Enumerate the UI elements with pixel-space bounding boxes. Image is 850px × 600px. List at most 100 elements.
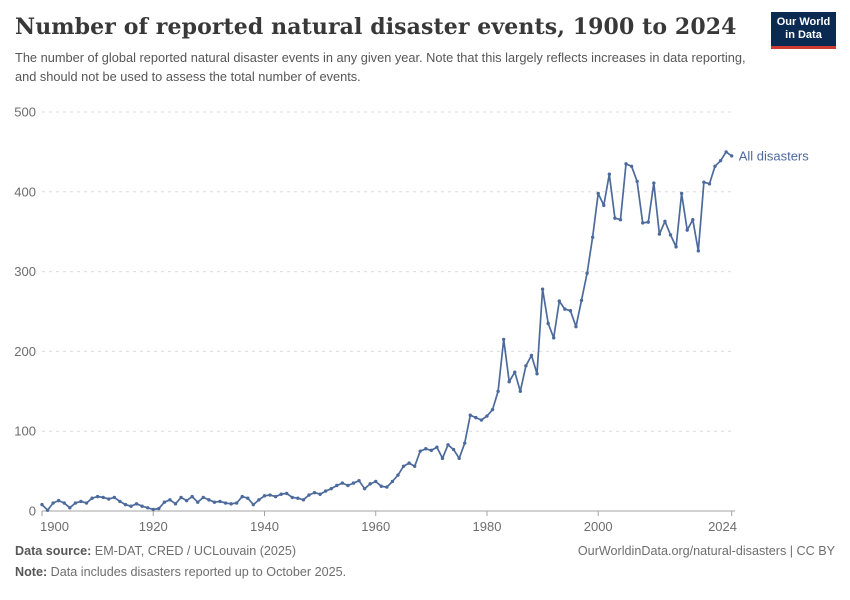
- data-point: [290, 495, 294, 500]
- data-line-all-disasters: [41, 151, 733, 512]
- data-point: [641, 221, 645, 225]
- data-point: [668, 233, 673, 237]
- x-tick-label: 1940: [250, 519, 279, 534]
- data-point: [273, 494, 278, 499]
- data-point: [351, 481, 356, 485]
- data-point: [112, 495, 117, 500]
- data-point: [173, 502, 178, 506]
- x-tick-label: 1920: [139, 519, 168, 534]
- data-point: [262, 494, 267, 498]
- data-point: [207, 498, 211, 502]
- data-point: [496, 389, 500, 393]
- data-point: [702, 180, 706, 184]
- data-point: [513, 370, 517, 374]
- x-tick-label: 2000: [584, 519, 613, 534]
- data-point: [390, 479, 395, 484]
- data-point: [129, 504, 133, 508]
- data-point: [374, 479, 378, 484]
- data-point: [524, 364, 528, 368]
- data-point: [90, 496, 94, 500]
- data-point: [123, 502, 128, 507]
- data-point: [646, 220, 650, 224]
- data-point: [240, 494, 244, 499]
- data-point: [490, 407, 495, 412]
- data-point: [691, 218, 695, 222]
- data-point: [68, 506, 72, 510]
- data-point: [234, 501, 239, 505]
- data-point: [607, 172, 612, 176]
- data-point: [663, 219, 667, 224]
- data-point: [424, 447, 428, 451]
- x-tick-label: 1900: [40, 519, 69, 534]
- data-point: [307, 493, 311, 497]
- data-point: [196, 500, 200, 504]
- data-point: [730, 154, 734, 158]
- data-point: [45, 508, 50, 512]
- owid-logo-line1: Our World: [776, 16, 831, 29]
- data-point: [73, 501, 78, 505]
- data-point: [251, 502, 256, 507]
- data-point: [201, 495, 206, 500]
- data-point: [529, 353, 534, 358]
- data-point: [440, 456, 445, 461]
- data-point: [590, 235, 595, 239]
- series-label: All disasters: [739, 148, 810, 163]
- data-point: [168, 498, 172, 502]
- data-point: [713, 164, 717, 168]
- data-point: [685, 228, 689, 232]
- data-source-line: Data source: EM-DAT, CRED / UCLouvain (2…: [15, 544, 835, 558]
- data-point: [446, 443, 450, 447]
- data-point: [368, 482, 372, 486]
- data-point: [56, 498, 61, 503]
- data-point: [145, 506, 150, 510]
- chart-footer: Data source: EM-DAT, CRED / UCLouvain (2…: [15, 544, 835, 586]
- data-point: [485, 414, 489, 418]
- data-point: [79, 499, 83, 504]
- data-point: [223, 501, 228, 505]
- data-point: [602, 203, 606, 208]
- data-point: [312, 490, 317, 495]
- data-point: [635, 179, 639, 184]
- x-tick-label: 2024: [708, 519, 737, 534]
- data-point: [652, 181, 656, 185]
- data-source-label: Data source:: [15, 544, 92, 558]
- owid-logo[interactable]: Our World in Data: [771, 12, 836, 49]
- data-point: [540, 287, 545, 291]
- data-point: [479, 418, 484, 422]
- data-point: [40, 502, 44, 507]
- data-point: [218, 499, 222, 504]
- data-point: [468, 413, 472, 417]
- data-point: [396, 473, 400, 477]
- data-point: [407, 461, 411, 465]
- data-point: [301, 498, 306, 502]
- y-tick-label: 400: [14, 184, 36, 199]
- data-point: [629, 164, 634, 168]
- data-point: [574, 324, 578, 329]
- data-point: [296, 496, 300, 500]
- data-point: [279, 492, 283, 496]
- data-point: [674, 245, 678, 249]
- y-tick-label: 100: [14, 424, 36, 439]
- data-point: [340, 481, 345, 485]
- owid-license-link[interactable]: OurWorldinData.org/natural-disasters | C…: [577, 544, 835, 558]
- data-point: [557, 299, 561, 303]
- data-point: [412, 464, 417, 469]
- data-point: [679, 191, 684, 196]
- data-point: [618, 218, 623, 222]
- data-point: [84, 501, 89, 505]
- data-point: [246, 496, 250, 500]
- data-point: [696, 249, 701, 253]
- data-point: [418, 449, 422, 453]
- data-point: [179, 495, 183, 500]
- data-point: [379, 484, 383, 488]
- data-point: [101, 495, 105, 500]
- data-point: [151, 507, 155, 512]
- note-line: Note: Data includes disasters reported u…: [15, 565, 835, 579]
- data-point: [429, 448, 434, 453]
- data-point: [385, 485, 389, 489]
- y-tick-label: 0: [29, 504, 36, 519]
- chart-subtitle: The number of global reported natural di…: [15, 50, 746, 84]
- data-point: [579, 298, 584, 303]
- note-text: Data includes disasters reported up to O…: [47, 565, 347, 579]
- data-point: [585, 271, 589, 275]
